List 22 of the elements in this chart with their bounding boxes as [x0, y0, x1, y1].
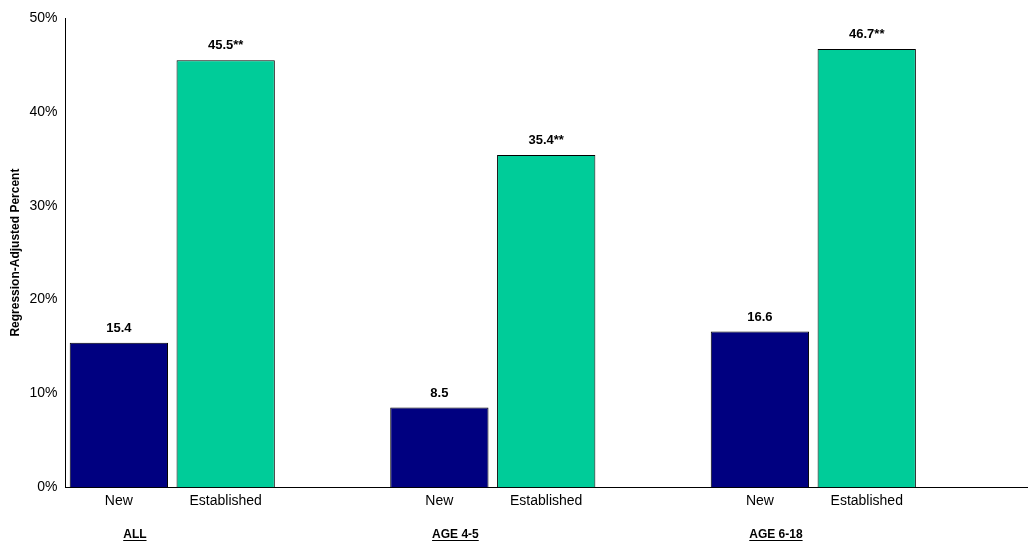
y-axis-title: Regression-Adjusted Percent — [7, 168, 22, 337]
x-tick-label: New — [104, 492, 134, 509]
text: AGE 4-5 — [432, 527, 480, 541]
x-tick-label: New — [745, 492, 775, 509]
text: ALL — [123, 527, 147, 541]
text: AGE 6-18 — [749, 527, 803, 541]
data-label: 16.6 — [747, 308, 773, 324]
data-label: 15.4 — [106, 319, 133, 335]
data-label: 45.5** — [207, 37, 245, 53]
y-tick-label: 30% — [29, 196, 58, 213]
data-label: 8.5 — [430, 384, 449, 400]
y-tick-label: 50% — [29, 8, 58, 25]
y-tick-label: 0% — [37, 478, 58, 495]
data-label: 46.7** — [849, 26, 886, 42]
y-tick-label: 20% — [29, 290, 58, 307]
x-tick-label: Established — [189, 492, 262, 509]
x-tick-label: Established — [830, 492, 903, 509]
data-label: 35.4** — [528, 132, 565, 148]
x-tick-label: Established — [510, 492, 583, 509]
x-tick-label: New — [425, 492, 455, 509]
y-tick-label: 40% — [29, 102, 58, 119]
y-tick-label: 10% — [29, 384, 58, 401]
